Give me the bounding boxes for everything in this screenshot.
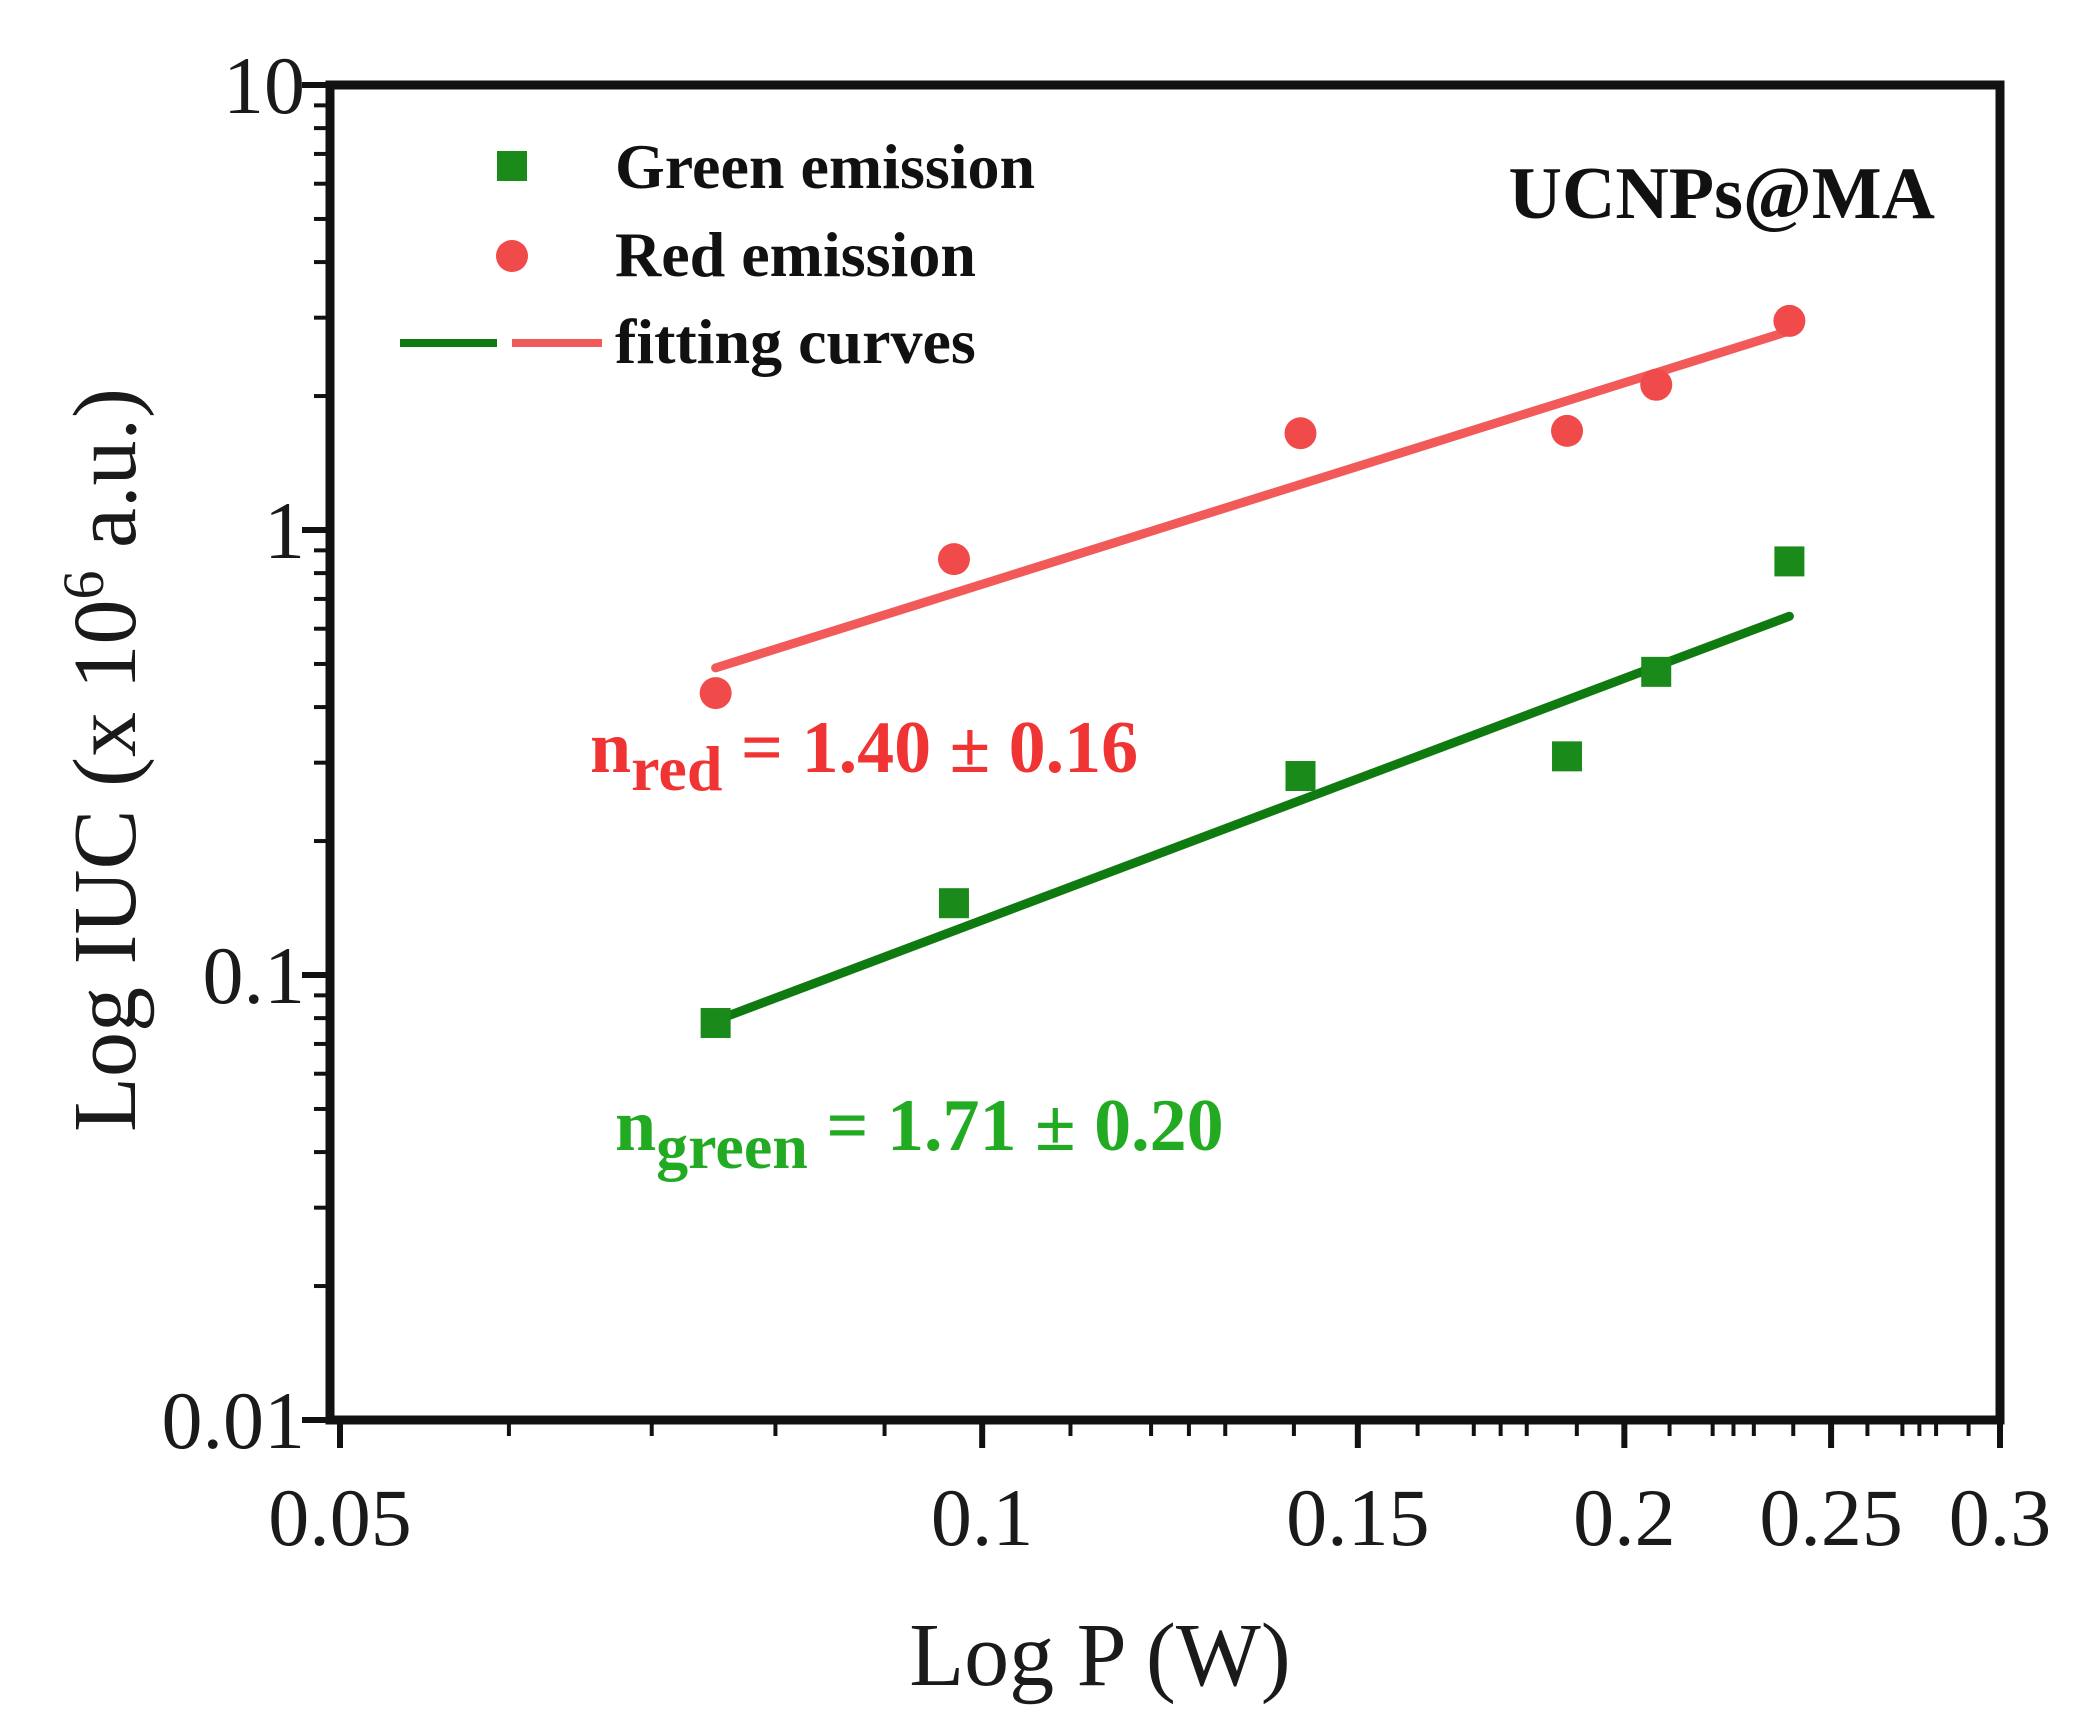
green-emission-point [1641, 656, 1672, 687]
legend: Green emission Red emission fitting curv… [400, 131, 1035, 377]
y-axis-title: Log IUC (x 106 a.u.) [51, 388, 155, 1132]
y-axis-title-suffix: a.u.) [56, 388, 155, 570]
legend-green-marker [497, 151, 527, 181]
x-tick-label: 0.2 [1573, 1472, 1676, 1563]
red-slope-value: = 1.40 ± 0.16 [722, 707, 1138, 789]
red-slope-subscript: red [631, 733, 722, 804]
axis-ticks [302, 82, 2003, 1448]
sample-label: UCNPs@MA [1509, 153, 1935, 235]
green-slope-subscript: green [656, 1111, 808, 1182]
red-fit-line [711, 326, 1794, 673]
red-emission-point [937, 543, 970, 576]
x-axis-title: Log P (W) [909, 1606, 1291, 1705]
y-tick-label: 0.1 [203, 930, 306, 1021]
green-slope-annotation: ngreen = 1.71 ± 0.20 [615, 1085, 1224, 1182]
legend-red-label: Red emission [615, 219, 976, 290]
y-axis-title-exponent: 6 [51, 570, 116, 599]
legend-green-label: Green emission [615, 131, 1035, 202]
red-emission-point [1284, 417, 1317, 450]
x-tick-label: 0.3 [1949, 1472, 2052, 1563]
x-tick-label: 0.1 [931, 1472, 1034, 1563]
data-points [699, 304, 1806, 1039]
legend-red-marker [496, 240, 528, 272]
x-tick-label: 0.25 [1759, 1472, 1903, 1563]
green-emission-point [1774, 546, 1805, 577]
x-tick-label: 0.15 [1286, 1472, 1430, 1563]
red-emission-point [699, 677, 732, 710]
red-slope-n: n [590, 707, 631, 789]
red-emission-point [1640, 368, 1673, 401]
y-axis-title-prefix: Log IUC (x 10 [56, 599, 155, 1131]
red-emission-point [1773, 304, 1806, 337]
y-tick-label: 0.01 [162, 1375, 306, 1466]
y-tick-labels: 0.01 0.1 1 10 [162, 40, 306, 1466]
y-tick-label: 10 [223, 40, 305, 131]
green-fit-line [711, 611, 1794, 1026]
green-slope-value: = 1.71 ± 0.20 [808, 1085, 1224, 1167]
fit-lines [711, 326, 1794, 1026]
legend-fit-label: fitting curves [615, 306, 976, 377]
x-tick-labels: 0.05 0.1 0.15 0.2 0.25 0.3 [268, 1472, 2051, 1563]
x-tick-label: 0.05 [268, 1472, 412, 1563]
y-tick-label: 1 [264, 485, 305, 576]
red-emission-point [1551, 414, 1584, 447]
plot-frame [325, 80, 2005, 1425]
green-emission-point [1552, 741, 1583, 772]
green-emission-point [1285, 761, 1316, 792]
green-slope-n: n [615, 1085, 656, 1167]
green-emission-point [938, 888, 969, 919]
green-emission-point [700, 1008, 731, 1039]
red-slope-annotation: nred = 1.40 ± 0.16 [590, 707, 1138, 804]
